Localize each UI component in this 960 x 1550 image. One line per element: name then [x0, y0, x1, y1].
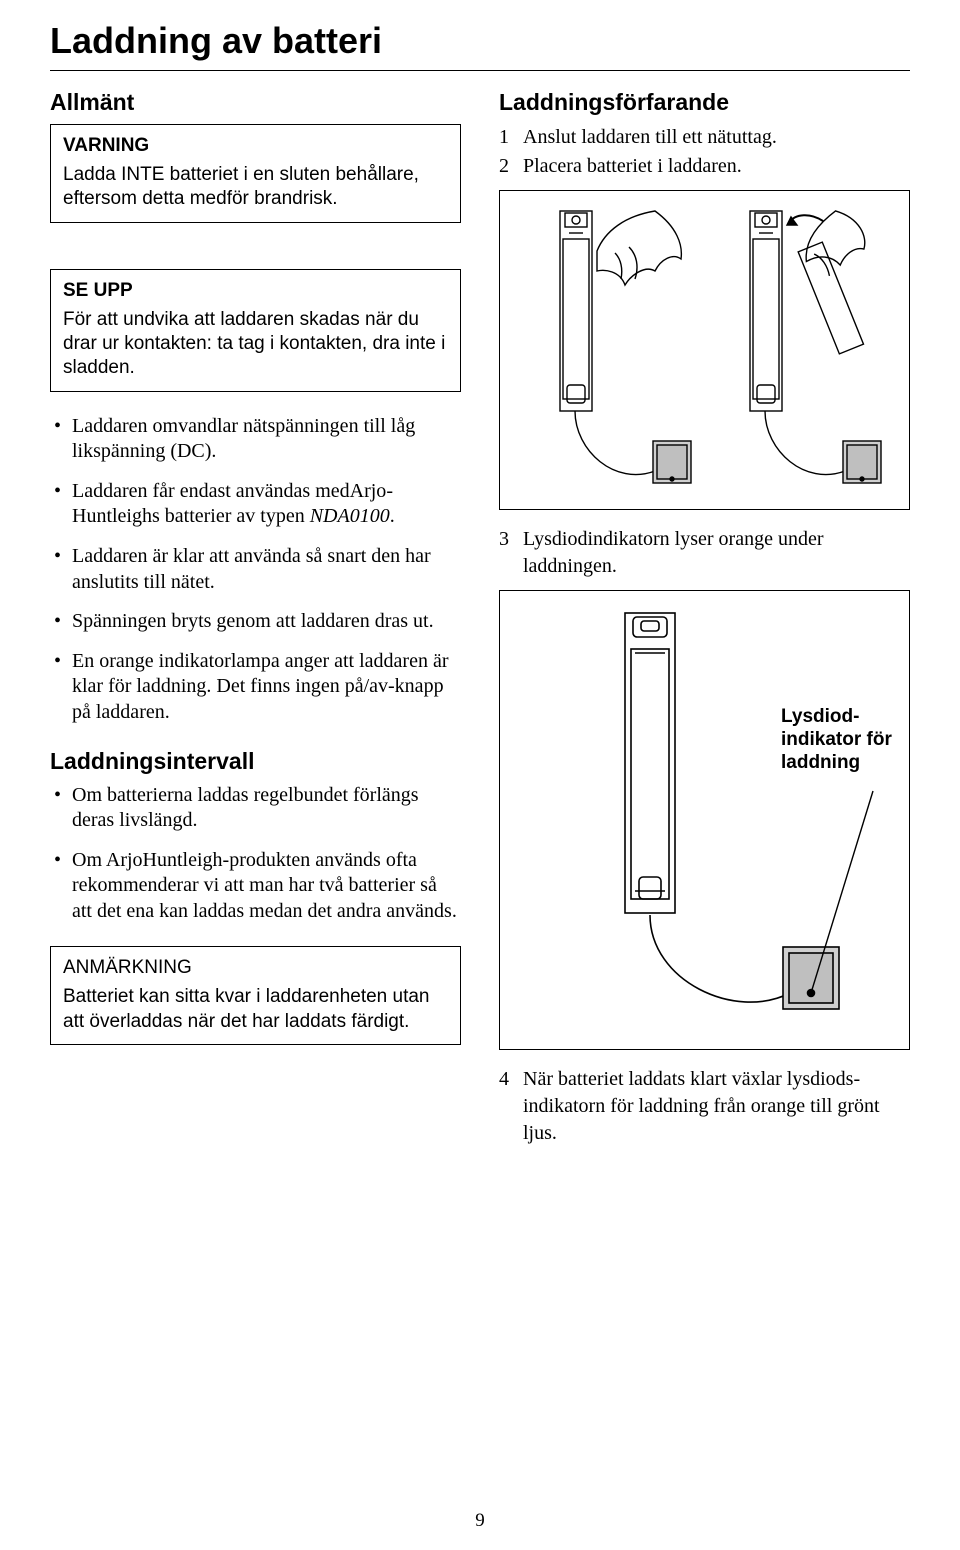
caution-box: SE UPP För att undvika att laddaren skad…: [50, 269, 461, 392]
warning-box: VARNING Ladda INTE batteriet i en sluten…: [50, 124, 461, 223]
charging-led-illustration: [505, 591, 905, 1051]
bullet-item: Laddaren får endast användas medArjo­Hun…: [50, 479, 461, 530]
step-item: 3Lysdiodindikatorn lyser orange under la…: [499, 526, 910, 580]
interval-bullet-list: Om batterierna laddas regelbundet förlän…: [50, 783, 461, 925]
caution-title: SE UPP: [63, 280, 448, 302]
general-bullet-list: Laddaren omvandlar nätspänningen till lå…: [50, 414, 461, 726]
note-title: ANMÄRKNING: [63, 957, 448, 979]
warning-title: VARNING: [63, 135, 448, 157]
procedure-heading: Laddningsförfarande: [499, 89, 910, 116]
procedure-step-3: 3Lysdiodindikatorn lyser orange under la…: [499, 526, 910, 580]
bullet-item: Spänningen bryts genom att laddaren dras…: [50, 609, 461, 635]
figure-charging-led: Lysdiod­indikator för laddning: [499, 590, 910, 1050]
note-body: Batteriet kan sitta kvar i laddarenheten…: [63, 985, 448, 1034]
step-item: 4När batteriet laddats klart växlar lysd…: [499, 1066, 910, 1147]
title-rule: [50, 70, 910, 71]
procedure-step-4: 4När batteriet laddats klart växlar lysd…: [499, 1066, 910, 1147]
note-box: ANMÄRKNING Batteriet kan sitta kvar i la…: [50, 946, 461, 1045]
step-text: När batteriet laddats klart växlar lysdi…: [523, 1066, 910, 1147]
interval-heading: Laddningsintervall: [50, 748, 461, 775]
figure-battery-insertion: [499, 190, 910, 510]
page-number: 9: [475, 1510, 485, 1532]
step-text: Lysdiodindikatorn lyser orange under lad…: [523, 526, 910, 580]
page-title: Laddning av batteri: [50, 20, 910, 62]
bullet-item: Laddaren är klar att använda så snart de…: [50, 544, 461, 595]
two-column-layout: Allmänt VARNING Ladda INTE batteriet i e…: [50, 89, 910, 1157]
right-column: Laddningsförfarande 1Anslut laddaren til…: [499, 89, 910, 1157]
bullet-item: Laddaren omvandlar nätspänningen till lå…: [50, 414, 461, 465]
bullet-item: Om ArjoHuntleigh-produkten används ofta …: [50, 848, 461, 925]
left-column: Allmänt VARNING Ladda INTE batteriet i e…: [50, 89, 461, 1157]
bullet-item: Om batterierna laddas regelbundet förlän…: [50, 783, 461, 834]
procedure-steps-1-2: 1Anslut laddaren till ett nätuttag. 2Pla…: [499, 124, 910, 180]
general-heading: Allmänt: [50, 89, 461, 116]
step-item: 1Anslut laddaren till ett nätuttag.: [499, 124, 910, 151]
step-text: Placera batteriet i laddaren.: [523, 153, 742, 180]
step-text: Anslut laddaren till ett nätuttag.: [523, 124, 777, 151]
led-callout-label: Lysdiod­indikator för laddning: [781, 706, 901, 774]
battery-insertion-illustration: [505, 191, 905, 511]
bullet-item: En orange indikatorlampa anger att ladda…: [50, 649, 461, 726]
step-item: 2Placera batteriet i laddaren.: [499, 153, 910, 180]
caution-body: För att undvika att laddaren skadas när …: [63, 308, 448, 381]
warning-body: Ladda INTE batteriet i en sluten behålla…: [63, 163, 448, 212]
